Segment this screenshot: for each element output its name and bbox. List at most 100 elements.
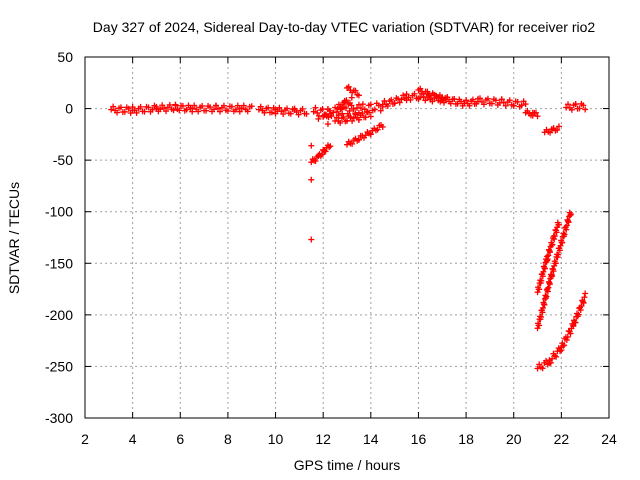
data-point: [480, 101, 487, 108]
data-point: [299, 105, 306, 112]
data-point: [506, 97, 513, 104]
data-point: [129, 104, 136, 111]
data-point: [265, 104, 272, 111]
data-point: [166, 101, 173, 108]
data-point: [330, 109, 337, 116]
data-point: [261, 109, 268, 116]
data-point: [308, 236, 315, 243]
data-point: [551, 352, 558, 359]
data-point: [559, 239, 566, 246]
data-point: [540, 268, 547, 275]
data-point: [337, 119, 344, 126]
x-tick-label: 12: [315, 431, 331, 447]
data-point: [476, 95, 483, 102]
data-point: [355, 116, 362, 123]
data-point: [579, 298, 586, 305]
data-point: [117, 104, 124, 111]
data-point: [220, 102, 227, 109]
data-point: [492, 97, 499, 104]
data-point: [536, 322, 543, 329]
data-point: [248, 103, 255, 110]
data-point: [326, 144, 333, 151]
y-tick-label: -300: [45, 410, 73, 426]
data-point: [161, 105, 168, 112]
x-tick-label: 4: [129, 431, 137, 447]
data-point: [463, 97, 470, 104]
data-point: [377, 107, 384, 114]
data-point: [580, 102, 587, 109]
data-point: [572, 101, 579, 108]
data-point: [170, 107, 177, 114]
y-tick-label: 50: [57, 49, 73, 65]
x-tick-label: 16: [411, 431, 427, 447]
series-arc-11b: [320, 110, 334, 121]
series-band-3: [379, 90, 529, 110]
data-point: [327, 110, 334, 117]
x-tick-label: 10: [268, 431, 284, 447]
y-axis: 50 0 -50 -100 -150 -200 -250 -300: [45, 49, 609, 426]
data-point: [502, 102, 509, 109]
data-point: [539, 304, 546, 311]
data-point: [431, 91, 438, 98]
data-point: [350, 115, 357, 122]
data-point: [379, 123, 386, 130]
data-point: [549, 241, 556, 248]
data-point: [547, 359, 554, 366]
data-point: [582, 290, 589, 297]
data-point: [172, 101, 179, 108]
data-point: [581, 294, 588, 301]
data-point: [257, 103, 264, 110]
data-point: [553, 229, 560, 236]
data-point: [534, 365, 541, 372]
data-point: [179, 102, 186, 109]
data-point: [561, 342, 568, 349]
data-point: [343, 97, 350, 104]
data-point: [308, 142, 315, 149]
data-point: [240, 102, 247, 109]
data-point: [498, 96, 505, 103]
data-point: [444, 94, 451, 101]
data-point: [563, 222, 570, 229]
series-arc-11a: [308, 142, 334, 166]
data-point: [153, 103, 160, 110]
data-point: [384, 102, 391, 109]
data-point: [371, 106, 378, 113]
data-point: [554, 126, 561, 133]
data-point: [582, 106, 589, 113]
data-point: [322, 148, 329, 155]
data-point: [548, 271, 555, 278]
data-point: [547, 129, 554, 136]
data-point: [541, 265, 548, 272]
data-point: [312, 158, 319, 165]
data-point: [429, 98, 436, 105]
data-point: [315, 115, 322, 122]
data-point: [417, 85, 424, 92]
data-point: [565, 219, 572, 226]
data-point: [327, 143, 334, 150]
data-point: [567, 211, 574, 218]
data-point: [308, 176, 315, 183]
data-point: [346, 107, 353, 114]
data-point: [538, 277, 545, 284]
data-point: [283, 105, 290, 112]
chart-title: Day 327 of 2024, Sidereal Day-to-day VTE…: [93, 19, 596, 35]
data-point: [110, 103, 117, 110]
data-point: [549, 355, 556, 362]
data-point: [348, 94, 355, 101]
data-point: [141, 108, 148, 115]
data-point: [319, 106, 326, 113]
data-point: [407, 96, 414, 103]
x-tick-label: 8: [224, 431, 232, 447]
data-point: [578, 303, 585, 310]
series-arc-20: [522, 107, 541, 120]
x-tick-label: 6: [176, 431, 184, 447]
data-point: [352, 111, 359, 118]
data-point: [276, 104, 283, 111]
data-point: [114, 109, 121, 116]
y-tick-label: 0: [65, 101, 73, 117]
data-point: [557, 348, 564, 355]
data-point: [340, 114, 347, 121]
data-point: [310, 108, 317, 115]
data-point: [303, 110, 310, 117]
data-point: [545, 252, 552, 259]
